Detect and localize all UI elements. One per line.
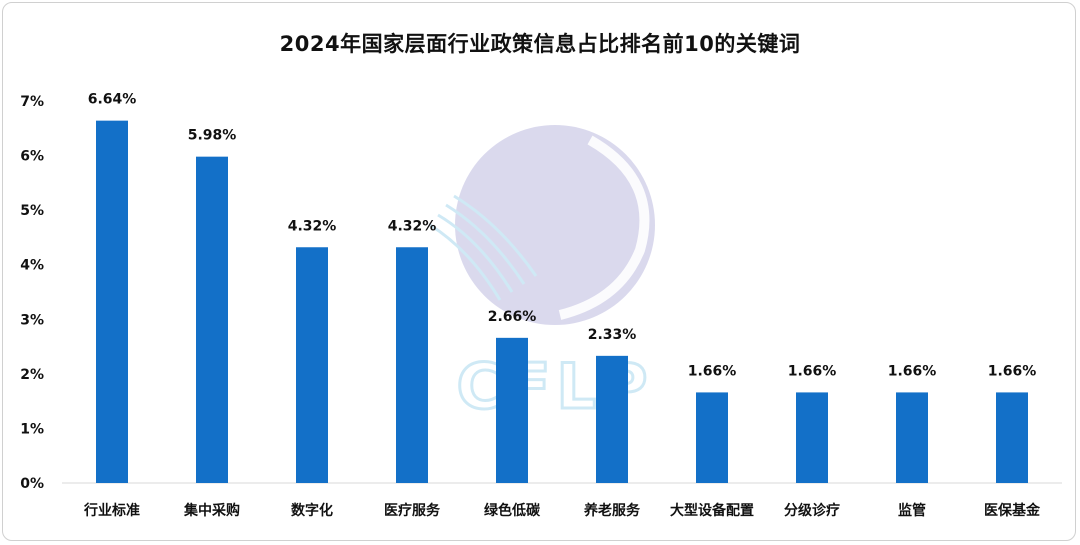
bar-3 — [296, 247, 328, 483]
x-category-label: 医保基金 — [984, 502, 1041, 519]
data-label: 1.66% — [988, 363, 1037, 379]
x-category-label: 养老服务 — [583, 502, 641, 519]
x-category-label: 数字化 — [291, 502, 333, 519]
x-category-label: 监管 — [898, 502, 926, 519]
y-tick-label: 4% — [20, 258, 44, 274]
bar-7 — [696, 392, 728, 483]
data-label: 1.66% — [788, 363, 837, 379]
x-category-label: 大型设备配置 — [670, 502, 754, 519]
y-tick-label: 0% — [20, 476, 44, 492]
y-tick-label: 7% — [20, 94, 44, 110]
bar-4 — [396, 247, 428, 483]
y-tick-label: 6% — [20, 149, 44, 165]
y-tick-label: 2% — [20, 367, 44, 383]
bar-10 — [996, 392, 1028, 483]
data-label: 1.66% — [688, 363, 737, 379]
data-label: 6.64% — [88, 92, 137, 108]
x-category-label: 行业标准 — [83, 502, 140, 519]
bar-1 — [96, 120, 128, 483]
data-label: 2.33% — [588, 327, 637, 343]
bar-2 — [196, 156, 228, 484]
x-category-label: 分级诊疗 — [784, 502, 840, 519]
bar-9 — [896, 392, 928, 483]
data-label: 4.32% — [388, 218, 437, 234]
bar-6 — [596, 355, 628, 483]
bar-5 — [496, 337, 528, 483]
x-category-label: 集中采购 — [183, 502, 240, 519]
y-tick-label: 5% — [20, 203, 44, 219]
chart-title: 2024年国家层面行业政策信息占比排名前10的关键词 — [279, 32, 801, 56]
x-category-label: 医疗服务 — [384, 502, 441, 519]
data-label: 1.66% — [888, 363, 937, 379]
y-tick-label: 1% — [20, 421, 44, 437]
bar-8 — [796, 392, 828, 483]
data-label: 5.98% — [188, 128, 237, 144]
data-label: 4.32% — [288, 218, 337, 234]
data-label: 2.66% — [488, 309, 537, 325]
x-category-label: 绿色低碳 — [484, 502, 541, 519]
y-tick-label: 3% — [20, 312, 44, 328]
